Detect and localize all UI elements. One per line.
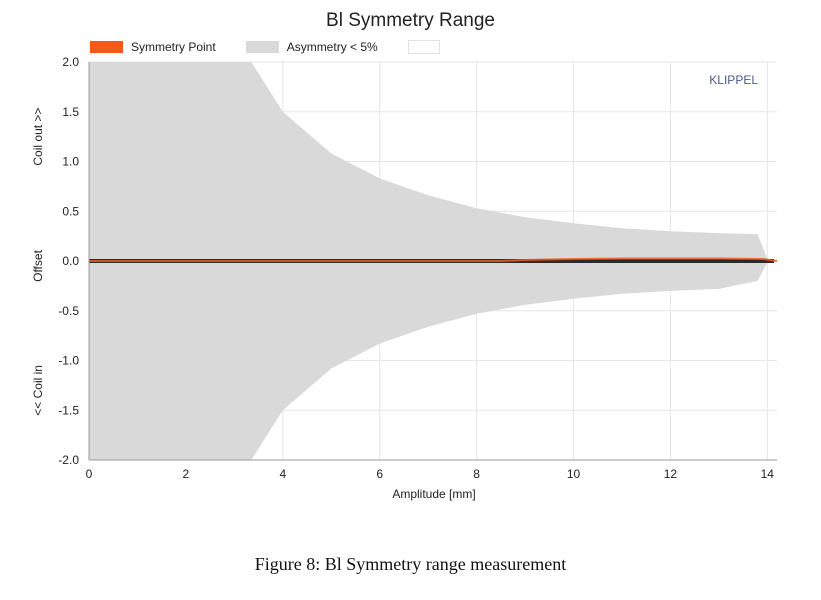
x-axis-label: Amplitude [mm] [392,487,475,501]
legend: Symmetry Point Asymmetry < 5% [90,40,470,54]
x-tick-label: 4 [279,467,286,481]
x-tick-label: 10 [567,467,581,481]
chart-title: Bl Symmetry Range [326,10,495,31]
chart-svg: 0 2 4 6 8 10 12 14 2.0 1.5 1.0 0.5 0.0 -0.5 -1.0 -1.5 -… [31,55,778,501]
x-tick-label: 6 [376,467,383,481]
axes [88,62,777,461]
y-tick-label: -2.0 [58,453,79,467]
legend-item-symmetry-point: Symmetry Point [90,40,216,54]
y-tick-label: 1.0 [62,155,79,169]
y-ticks: 2.0 1.5 1.0 0.5 0.0 -0.5 -1.0 -1.5 -2.0 [58,55,79,467]
legend-swatch-blank [407,40,440,54]
x-ticks: 0 2 4 6 8 10 12 14 [86,467,775,481]
x-tick-label: 14 [761,467,775,481]
y-label-offset: Offset [31,249,45,281]
legend-label-asymmetry: Asymmetry < 5% [286,40,378,54]
legend-item-asymmetry: Asymmetry < 5% [245,40,378,54]
y-tick-label: -1.5 [58,403,79,417]
symmetry-point-line [89,257,778,262]
x-tick-label: 12 [664,467,678,481]
y-tick-label: 0.5 [62,204,79,218]
symmetry-point-group [89,257,778,262]
y-tick-label: -0.5 [58,304,79,318]
legend-swatch-asymmetry [245,41,279,53]
figure-caption: Figure 8: Bl Symmetry range measurement [254,554,567,574]
x-tick-label: 2 [183,467,190,481]
y-label-coil-in: << Coil in [31,365,45,416]
y-tick-label: 2.0 [62,55,79,69]
y-tick-label: 1.5 [62,105,79,119]
y-label-coil-out: Coil out >> [31,108,45,166]
x-tick-label: 8 [473,467,480,481]
y-axis-label: << Coil in Offset Coil out >> [31,108,45,416]
y-tick-label: -1.0 [58,354,79,368]
legend-item-blank [407,40,440,54]
klippel-watermark: KLIPPEL [709,73,758,87]
legend-swatch-symmetry-point [90,41,123,53]
legend-label-symmetry-point: Symmetry Point [131,40,216,54]
y-tick-label: 0.0 [62,254,79,268]
x-tick-label: 0 [86,467,93,481]
